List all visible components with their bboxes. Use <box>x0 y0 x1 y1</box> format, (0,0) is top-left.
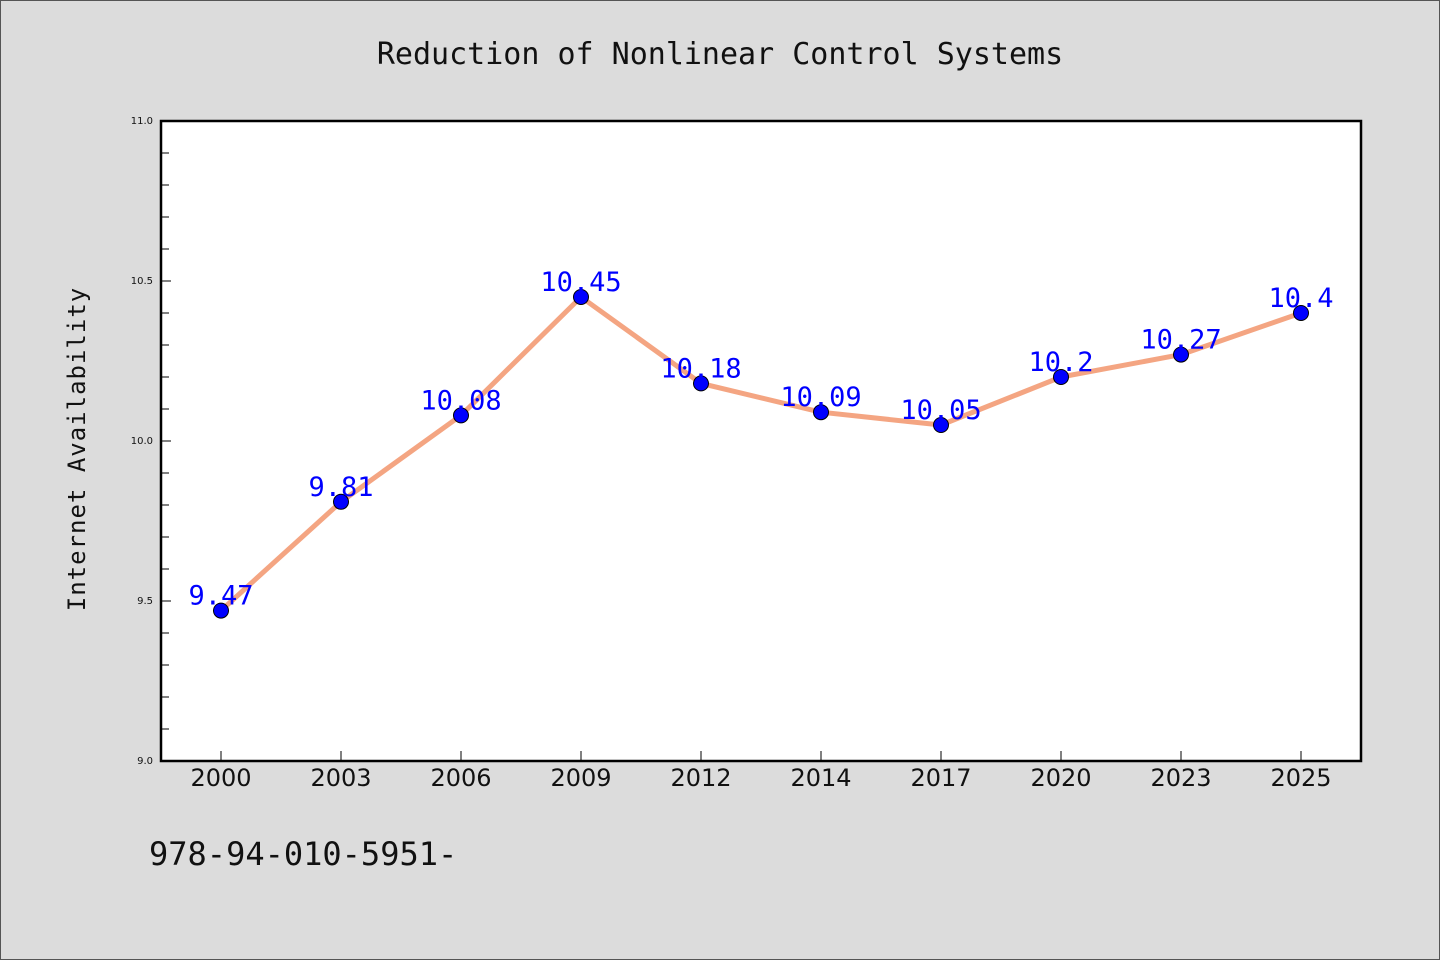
x-tick-label: 2000 <box>190 764 251 792</box>
data-point <box>453 407 469 424</box>
x-axis: 2000 2003 2006 2009 2012 2014 2017 2020 2023 2025 <box>190 751 1332 792</box>
data-point <box>1173 346 1189 363</box>
x-tick-label: 2012 <box>670 764 731 792</box>
x-tick-label: 2003 <box>310 764 371 792</box>
data-point <box>1293 305 1309 321</box>
y-tick-label: 11.0 <box>131 116 153 127</box>
y-tick-label: 9.0 <box>137 756 153 767</box>
y-tick-label: 10.5 <box>131 276 153 287</box>
data-point <box>1053 369 1069 385</box>
data-label: 10.18 <box>660 353 741 384</box>
y-tick-label: 9.5 <box>137 596 153 607</box>
x-tick-label: 2023 <box>1150 764 1211 792</box>
data-point <box>933 417 949 433</box>
data-label: 9.47 <box>188 581 253 612</box>
data-labels: 9.47 9.81 10.08 10.45 10.18 10.09 10.05 10.2 10.… <box>188 267 1333 612</box>
x-tick-label: 2025 <box>1270 764 1331 792</box>
y-axis-label: Internet Availability <box>63 287 91 611</box>
x-tick-label: 2006 <box>430 764 491 792</box>
plot-area <box>159 119 1363 763</box>
data-point <box>693 375 709 392</box>
x-tick-label: 2017 <box>910 764 971 792</box>
x-tick-label: 2009 <box>550 764 611 792</box>
series-line <box>218 294 1304 614</box>
data-label: 10.09 <box>780 382 861 413</box>
x-tick-label: 2014 <box>790 764 851 792</box>
footer-text: 978-94-010-5951- <box>149 835 457 873</box>
y-tick-label: 10.0 <box>131 436 153 447</box>
chart-title: Reduction of Nonlinear Control Systems <box>377 37 1063 72</box>
data-label: 9.81 <box>308 472 373 503</box>
data-label: 10.45 <box>540 267 621 298</box>
data-label: 10.27 <box>1140 325 1221 356</box>
data-point <box>213 602 229 619</box>
data-point <box>573 289 589 305</box>
y-axis: 9.0 9.5 10.0 10.5 11.0 <box>131 116 171 767</box>
data-point <box>333 493 349 510</box>
data-label: 10.08 <box>420 385 501 416</box>
data-point <box>813 404 829 421</box>
data-label: 10.2 <box>1028 347 1093 378</box>
data-label: 10.05 <box>900 395 981 426</box>
data-label: 10.4 <box>1268 283 1333 314</box>
x-tick-label: 2020 <box>1030 764 1091 792</box>
series-layer <box>213 289 1309 619</box>
